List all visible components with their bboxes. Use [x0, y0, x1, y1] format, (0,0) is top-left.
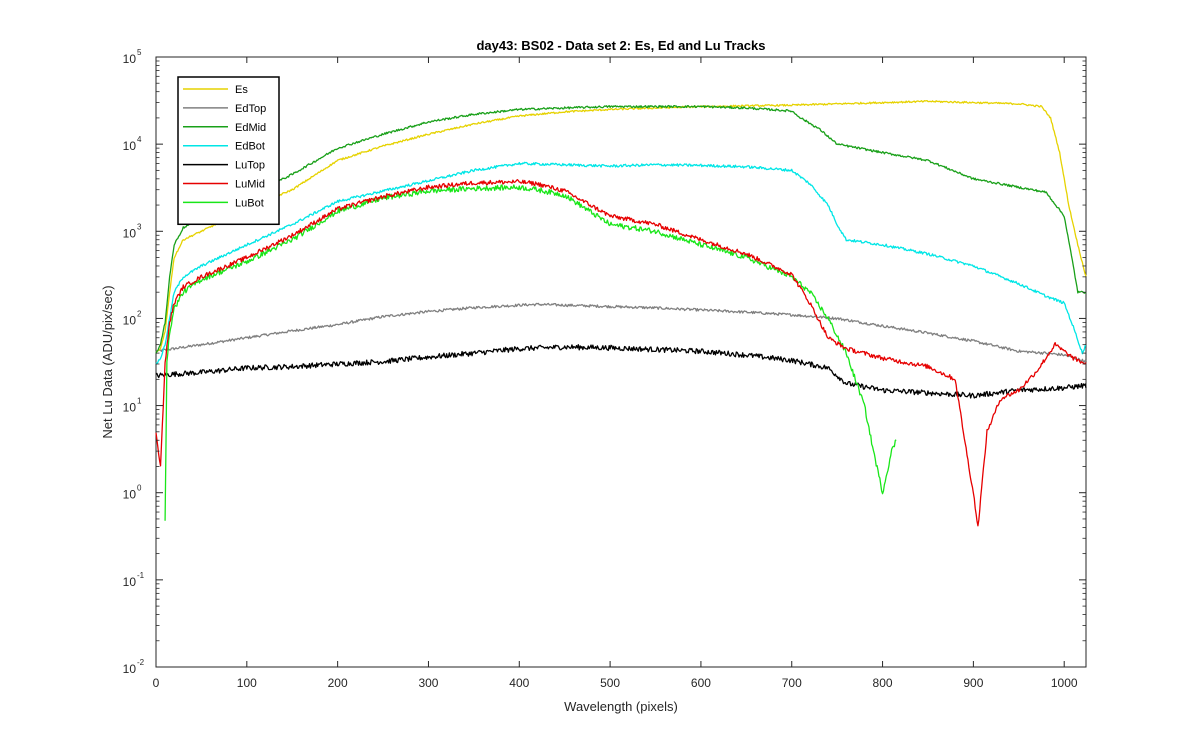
series-line-lubot — [164, 184, 897, 521]
legend-label-es: Es — [235, 84, 248, 96]
x-tick-label: 200 — [328, 676, 348, 690]
y-tick-label: 10 — [123, 401, 137, 415]
legend-label-edmid: EdMid — [235, 122, 266, 134]
series-layer — [155, 99, 1087, 527]
y-tick-exponent: -1 — [137, 571, 145, 580]
y-tick-label: 10 — [123, 488, 137, 502]
series-line-edtop — [155, 302, 1087, 363]
x-tick-label: 900 — [963, 676, 983, 690]
x-axis-label: Wavelength (pixels) — [564, 699, 678, 714]
x-tick-label: 0 — [153, 676, 160, 690]
legend-label-lubot: LuBot — [235, 197, 264, 209]
x-tick-label: 600 — [691, 676, 711, 690]
legend-label-lumid: LuMid — [235, 179, 265, 191]
series-line-lutop — [155, 344, 1087, 399]
x-tick-label: 800 — [873, 676, 893, 690]
series-line-es — [155, 99, 1087, 353]
x-tick-label: 700 — [782, 676, 802, 690]
y-tick-exponent: 4 — [137, 135, 142, 144]
x-tick-label: 500 — [600, 676, 620, 690]
legend-box — [177, 76, 280, 226]
x-tick-label: 400 — [509, 676, 529, 690]
legend-label-edbot: EdBot — [235, 141, 265, 153]
y-tick-label: 10 — [123, 226, 137, 240]
y-tick-exponent: 3 — [137, 222, 142, 231]
y-tick-label: 10 — [123, 662, 137, 676]
y-axis-label: Net Lu Data (ADU/pix/sec) — [100, 285, 115, 438]
y-tick-exponent: 2 — [137, 309, 142, 318]
x-tick-label: 300 — [418, 676, 438, 690]
series-line-edmid — [155, 104, 1087, 354]
legend: Es EdTop EdMid EdBot LuTop LuMid LuBot — [177, 76, 280, 226]
x-axis: 0 100 200 300 400 500 600 700 800 900 1000 — [153, 57, 1078, 690]
y-tick-exponent: 5 — [137, 48, 142, 57]
legend-label-lutop: LuTop — [235, 160, 265, 172]
x-tick-label: 100 — [237, 676, 257, 690]
y-tick-label: 10 — [123, 313, 137, 327]
chart-title: day43: BS02 - Data set 2: Es, Ed and Lu … — [476, 38, 765, 53]
y-tick-exponent: 1 — [137, 397, 142, 406]
series-line-lumid — [155, 179, 1087, 527]
y-tick-exponent: 0 — [137, 484, 142, 493]
x-tick-label: 1000 — [1051, 676, 1078, 690]
plot-area — [155, 56, 1087, 668]
y-tick-label: 10 — [123, 52, 137, 66]
legend-label-edtop: EdTop — [235, 103, 266, 115]
series-line-edbot — [155, 161, 1087, 365]
y-tick-label: 10 — [123, 575, 137, 589]
y-tick-label: 10 — [123, 139, 137, 153]
y-tick-exponent: -2 — [137, 658, 145, 667]
